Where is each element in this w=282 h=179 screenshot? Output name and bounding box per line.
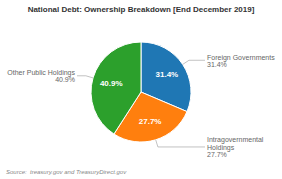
- slice-label-value: 27.7%: [207, 151, 227, 158]
- leader-line: [77, 76, 93, 78]
- slice: [91, 42, 141, 134]
- data-label: 40.9%: [100, 79, 123, 88]
- title: National Debt: Ownership Breakdown [End …: [28, 5, 255, 14]
- leader-line: [183, 60, 205, 64]
- chart: National Debt: Ownership Breakdown [End …: [0, 0, 282, 179]
- slice-label: IntragovernmentalHoldings: [207, 136, 264, 152]
- leader-line: [156, 140, 205, 147]
- data-label: 31.4%: [156, 70, 179, 79]
- data-label: 27.7%: [139, 117, 162, 126]
- source-note: Source: treasury.gov and TreasuryDirect.…: [6, 169, 127, 175]
- slice-label-value: 31.4%: [207, 61, 227, 68]
- pie: 31.4%27.7%40.9%Foreign Governments31.4%I…: [7, 42, 275, 158]
- slice-label-value: 40.9%: [55, 76, 75, 83]
